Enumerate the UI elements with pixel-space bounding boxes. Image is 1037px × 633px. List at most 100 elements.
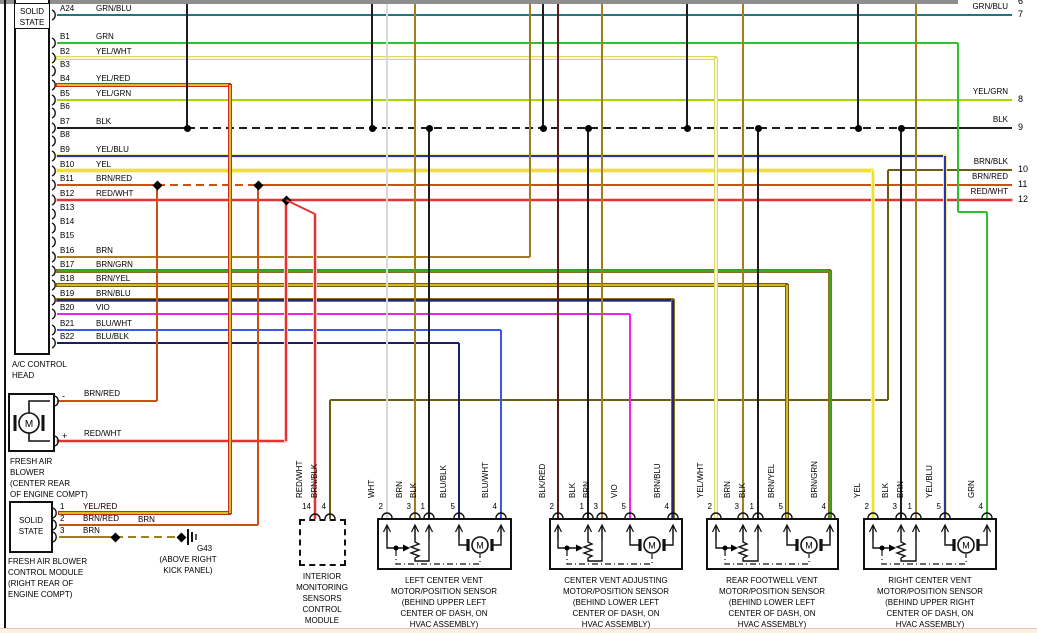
fabcm-pin-color: BRN/RED: [83, 514, 120, 523]
sensor-resistor: [582, 540, 594, 559]
sensor-motor-lead: [458, 540, 467, 546]
wire-v-yel_wht: [715, 58, 717, 518]
ac-head-pin-id-B8: B8: [60, 130, 70, 139]
sensor-feedback-dashline: [881, 550, 967, 565]
sensor-junction-dot: [879, 545, 885, 551]
fabcm-name: CONTROL MODULE: [8, 568, 84, 577]
sensor-pin-arrow: [424, 523, 434, 533]
sensor-pin-arrow: [625, 523, 635, 533]
ac-head-pin-id-B21: B21: [60, 319, 75, 328]
sensor-pin-bump: [939, 512, 951, 519]
sensor-pin-bump: [710, 512, 722, 519]
wire-h-yel_red: [57, 84, 230, 86]
wire-v-brn_yel: [786, 285, 788, 518]
fabcm-solid-state-label: STATE: [18, 527, 44, 536]
right-exit-number-11: 11: [1018, 179, 1028, 189]
ac-head-connector-box: [14, 0, 50, 355]
sensor-pin-number: 2: [549, 502, 554, 511]
ac-head-pin-id-B13: B13: [60, 203, 75, 212]
wire-v-red_wht: [285, 200, 287, 441]
sensor-motor-circle: [800, 536, 818, 554]
interior-pin-bump: [324, 513, 336, 520]
sensor-wiper-feed: [386, 540, 408, 549]
right-exit-label-12: RED/WHT: [970, 187, 1008, 196]
junction-dot: [898, 125, 905, 132]
footer-strip: [0, 629, 1037, 633]
ac-head-pin-id-B19: B19: [60, 289, 75, 298]
sensor-name-0: LEFT CENTER VENT: [404, 576, 484, 585]
sensor-box-0: [377, 518, 512, 570]
sensor-resistor-return: [587, 540, 603, 562]
sensor-pin-bump: [624, 512, 636, 519]
wire-h-brn_blk: [888, 169, 1012, 171]
ac-head-pin-bracket: [51, 37, 56, 49]
ac-head-pin-id-B10: B10: [60, 160, 75, 169]
junction-dot: [426, 125, 433, 132]
blower-pin-bracket: [54, 395, 59, 407]
right-exit-label-11: BRN/RED: [971, 172, 1008, 181]
wire-h-grn: [57, 42, 958, 44]
ac-head-pin-bracket: [51, 265, 56, 277]
ac-head-pin-color-B4: YEL/RED: [96, 74, 131, 83]
sensor-name-0: MOTOR/POSITION SENSOR: [390, 587, 498, 596]
sensor-resistor-return: [742, 540, 759, 562]
ac-head-pin-color-B1: GRN: [96, 32, 114, 41]
ground-location: KICK PANEL): [163, 566, 213, 575]
sensor-pin-arrow: [782, 523, 792, 533]
ac-head-pin-color-B5: YEL/GRN: [96, 89, 132, 98]
ac-head-pin-bracket: [51, 135, 56, 147]
sensor-feedback-dashline: [566, 550, 653, 565]
fabcm-name: FRESH AIR BLOWER: [8, 557, 88, 566]
wire-v-blu_wht: [500, 330, 502, 518]
ac-head-pin-color-B11: BRN/RED: [96, 174, 133, 183]
ac-head-pin-bracket: [51, 279, 56, 291]
right-exit-number-7: 7: [1018, 9, 1024, 19]
wire-h-blk: [901, 127, 1012, 129]
wire-h-brn_red: [57, 400, 157, 402]
wire-v-blk: [186, 4, 188, 128]
sensor-motor-lead: [786, 540, 796, 546]
ac-head-pin-id-B18: B18: [60, 274, 75, 283]
fabcm-pin-bracket: [52, 507, 57, 519]
wire-h-red_wht: [57, 440, 286, 442]
sensor-wiper-arrow: [576, 544, 583, 552]
ac-head-pin-id-B11: B11: [60, 174, 74, 183]
sensor-pin-bump: [552, 512, 564, 519]
fresh-air-blower-name: (CENTER REAR: [10, 479, 71, 488]
sensor-pin-number: 3: [406, 502, 411, 511]
sensor-pin-bump: [409, 512, 421, 519]
wire-v-yel: [872, 171, 874, 518]
wire-v-blk_red: [557, 4, 559, 518]
sensor-motor-m: M: [476, 541, 484, 551]
footer-line: [0, 628, 1037, 629]
sensor-pin-arrow: [496, 523, 506, 533]
wire-v-grn: [986, 212, 988, 518]
wire-h-brn: [115, 536, 181, 538]
ac-head-pin-id-B15: B15: [60, 231, 75, 240]
wire-v-yel_blu: [944, 156, 946, 518]
sensor-motor-lead: [493, 540, 502, 546]
sensor-motor-m: M: [648, 541, 656, 551]
sensor-pin-bump: [495, 512, 507, 519]
wire-v-brn: [414, 4, 416, 518]
sensor-pin-arrow: [825, 523, 835, 533]
sensor-pin-bump: [867, 512, 879, 519]
ac-head-solid-state-label: SOLID: [19, 7, 44, 16]
wire-v-red_wht: [314, 214, 316, 519]
wire-v-blk: [371, 4, 373, 128]
sensor-wiper-feed: [557, 540, 581, 549]
sensor-pin-number: 3: [593, 502, 598, 511]
sensor-motor-lead: [944, 540, 953, 546]
wire-v-blk: [757, 128, 759, 518]
ac-head-pin-id-B3: B3: [60, 60, 70, 69]
ac-head-pin-bracket: [51, 308, 56, 320]
sensor-wiper-feed: [715, 540, 736, 549]
sensor-pin-bump: [981, 512, 993, 519]
sensor-pin-number: 2: [864, 502, 869, 511]
ac-head-pin-bracket: [51, 179, 56, 191]
ac-head-pin-bracket: [51, 324, 56, 336]
ac-head-pin-color-B17: BRN/GRN: [96, 260, 133, 269]
wire-v-vio: [629, 314, 631, 518]
